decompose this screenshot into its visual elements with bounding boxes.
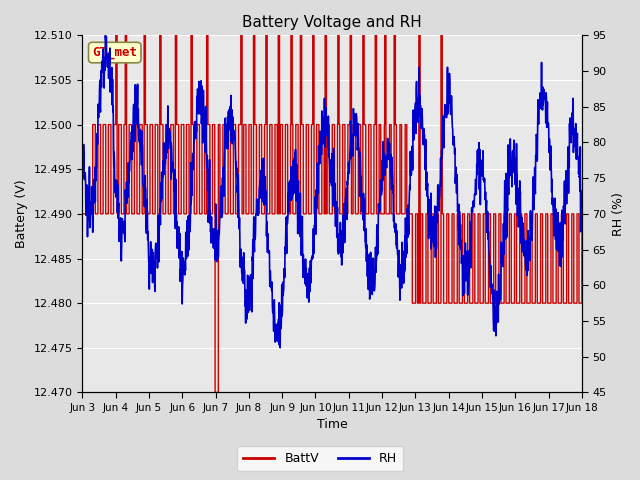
X-axis label: Time: Time <box>317 419 348 432</box>
Text: GT_met: GT_met <box>92 46 137 59</box>
Y-axis label: Battery (V): Battery (V) <box>15 180 28 248</box>
Legend: BattV, RH: BattV, RH <box>237 446 403 471</box>
Y-axis label: RH (%): RH (%) <box>612 192 625 236</box>
Title: Battery Voltage and RH: Battery Voltage and RH <box>242 15 422 30</box>
